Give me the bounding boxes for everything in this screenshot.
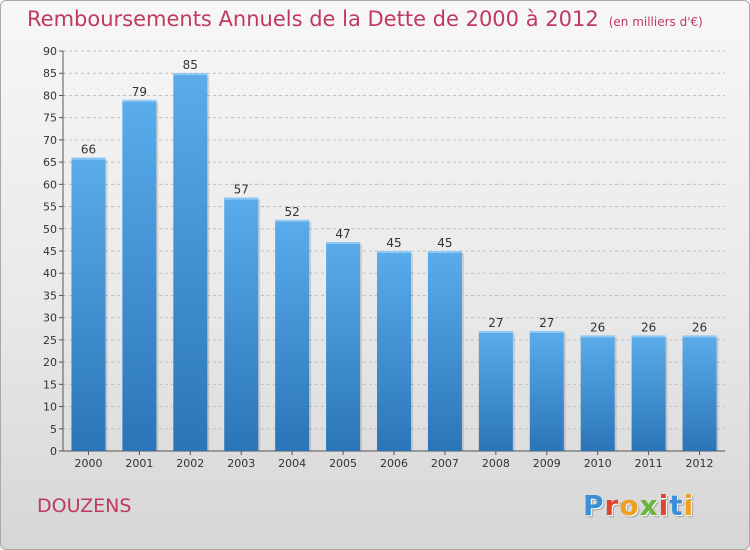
- bar-group: [580, 335, 617, 451]
- y-tick-label: 40: [43, 267, 57, 280]
- bar-highlight: [427, 251, 462, 253]
- bar-highlight: [71, 157, 106, 160]
- bar-value-label: 27: [488, 316, 503, 330]
- x-tick-label: 2005: [329, 457, 357, 470]
- bar: [377, 251, 411, 451]
- bar-highlight: [478, 331, 513, 333]
- bar: [427, 251, 462, 451]
- bar-group: [173, 73, 210, 451]
- bar-value-label: 47: [335, 227, 350, 241]
- y-tick-label: 65: [43, 156, 57, 169]
- bar-value-label: 26: [590, 320, 605, 334]
- bar-group: [275, 219, 312, 451]
- bars: [71, 73, 719, 451]
- y-tick-label: 85: [43, 67, 57, 80]
- bar-value-label: 79: [132, 85, 147, 99]
- x-tick-label: 2002: [176, 457, 204, 470]
- bar: [478, 331, 513, 451]
- y-tick-label: 75: [43, 112, 57, 125]
- y-tick-label: 30: [43, 312, 57, 325]
- x-tick-label: 2011: [635, 457, 663, 470]
- y-tick-label: 0: [50, 445, 57, 458]
- bar-group: [377, 251, 413, 451]
- bar-highlight: [529, 331, 564, 333]
- y-tick-label: 55: [43, 201, 57, 214]
- bar-value-label: 45: [437, 236, 452, 250]
- proxiti-logo: Proxiti: [583, 489, 695, 522]
- bar-highlight: [631, 335, 666, 338]
- x-tick-label: 2007: [431, 457, 459, 470]
- bar-group: [529, 331, 566, 451]
- y-tick-label: 50: [43, 223, 57, 236]
- bar-group: [631, 335, 668, 451]
- bar: [326, 242, 361, 451]
- bar-value-label: 85: [183, 58, 198, 72]
- labels: 66 2000 79 2001 85 2002 57 2003 52 2004 47 2005 45 20…: [74, 58, 713, 470]
- bar: [122, 99, 157, 451]
- y-tick-label: 5: [50, 423, 57, 436]
- bar: [71, 157, 106, 451]
- bar-value-label: 27: [539, 316, 554, 330]
- bar-highlight: [173, 73, 208, 76]
- bar-highlight: [122, 99, 157, 102]
- bar-group: [682, 335, 719, 451]
- bar-group: [326, 242, 363, 451]
- bar-group: [427, 251, 464, 451]
- bar-value-label: 57: [234, 183, 249, 197]
- bar-value-label: 52: [285, 205, 300, 219]
- y-tick-label: 80: [43, 89, 57, 102]
- x-tick-label: 2009: [533, 457, 561, 470]
- bar-value-label: 66: [81, 143, 96, 157]
- bar: [275, 219, 310, 451]
- bar: [682, 335, 717, 451]
- bar-group: [224, 197, 261, 451]
- bar-highlight: [275, 219, 310, 222]
- x-tick-label: 2012: [686, 457, 714, 470]
- bar-highlight: [682, 335, 717, 338]
- bar: [631, 335, 666, 451]
- bar-value-label: 45: [386, 236, 401, 250]
- y-tick-label: 70: [43, 134, 57, 147]
- bar-value-label: 26: [641, 320, 656, 334]
- x-tick-label: 2010: [584, 457, 612, 470]
- x-tick-label: 2008: [482, 457, 510, 470]
- bar-highlight: [580, 335, 615, 338]
- x-tick-label: 2001: [125, 457, 153, 470]
- bar-highlight: [224, 197, 259, 200]
- y-tick-label: 35: [43, 289, 57, 302]
- y-tick-label: 45: [43, 245, 57, 258]
- bar: [580, 335, 615, 451]
- x-tick-label: 2003: [227, 457, 255, 470]
- y-tick-label: 20: [43, 356, 57, 369]
- chart-unit: (en milliers d'€): [608, 15, 703, 29]
- commune-name: DOUZENS: [37, 495, 132, 517]
- bar: [173, 73, 208, 451]
- y-tick-label: 10: [43, 401, 57, 414]
- bar: [529, 331, 564, 451]
- y-tick-label: 15: [43, 378, 57, 391]
- bar: [224, 197, 259, 451]
- chart-title-text: Remboursements Annuels de la Dette de 20…: [27, 7, 599, 31]
- bar-group: [71, 157, 108, 451]
- y-tick-label: 25: [43, 334, 57, 347]
- bar-highlight: [377, 251, 411, 253]
- bar-group: [478, 331, 515, 451]
- bar-value-label: 26: [692, 320, 707, 334]
- y-tick-label: 60: [43, 178, 57, 191]
- x-tick-label: 2000: [74, 457, 102, 470]
- bar-highlight: [326, 242, 361, 245]
- x-tick-label: 2004: [278, 457, 306, 470]
- y-tick-label: 90: [43, 45, 57, 58]
- x-tick-label: 2006: [380, 457, 408, 470]
- chart-title: Remboursements Annuels de la Dette de 20…: [27, 7, 703, 31]
- bar-group: [122, 99, 159, 451]
